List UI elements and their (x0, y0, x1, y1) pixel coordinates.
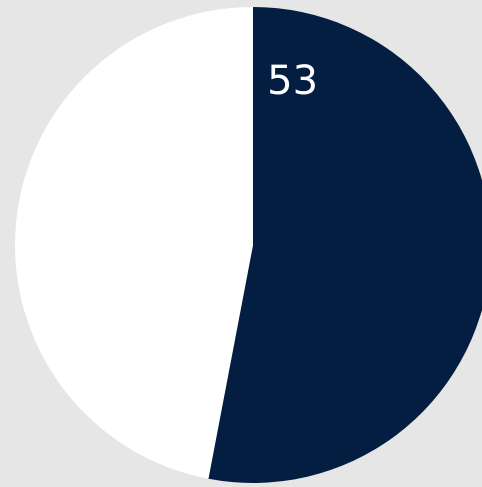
pie-slice (208, 7, 482, 483)
pie-slice (14, 7, 253, 479)
data-label: 53 (267, 58, 318, 104)
